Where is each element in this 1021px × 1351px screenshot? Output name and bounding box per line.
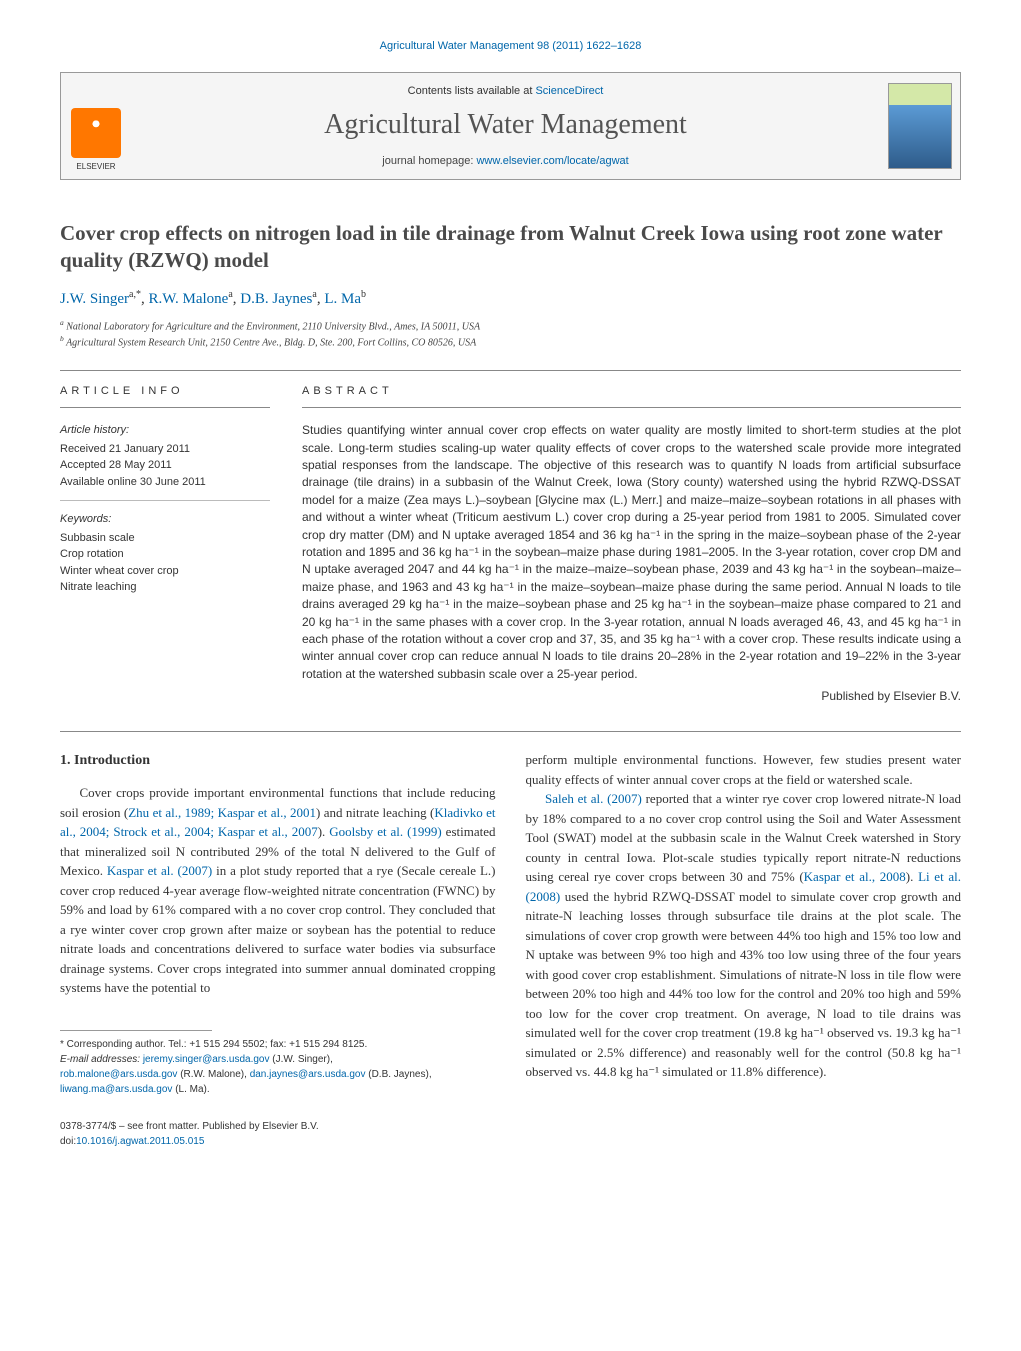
cover-image-icon: [888, 83, 952, 169]
column-right: perform multiple environmental functions…: [526, 750, 962, 1149]
email-link[interactable]: jeremy.singer@ars.usda.gov: [143, 1054, 270, 1065]
journal-title: Agricultural Water Management: [143, 109, 868, 141]
issn-line: 0378-3774/$ – see front matter. Publishe…: [60, 1119, 496, 1134]
keyword: Nitrate leaching: [60, 579, 270, 596]
footnote-separator: [60, 1030, 212, 1031]
accepted-date: Accepted 28 May 2011: [60, 457, 270, 474]
keyword: Crop rotation: [60, 546, 270, 563]
affiliations: a National Laboratory for Agriculture an…: [60, 318, 961, 351]
email-link[interactable]: liwang.ma@ars.usda.gov: [60, 1084, 172, 1095]
body-two-column: 1. Introduction Cover crops provide impo…: [60, 750, 961, 1149]
citation-link[interactable]: Kaspar et al. (2007): [107, 863, 212, 878]
article-info-sidebar: article info Article history: Received 2…: [60, 385, 270, 703]
citation-link[interactable]: Kaspar et al., 2008: [804, 869, 906, 884]
homepage-line: journal homepage: www.elsevier.com/locat…: [143, 155, 868, 167]
abstract-text: Studies quantifying winter annual cover …: [302, 422, 961, 683]
journal-masthead: ELSEVIER Contents lists available at Sci…: [60, 72, 961, 180]
section-heading: 1. Introduction: [60, 750, 496, 771]
contents-available-line: Contents lists available at ScienceDirec…: [143, 85, 868, 97]
divider: [60, 731, 961, 732]
publisher-label: ELSEVIER: [76, 162, 115, 171]
author-list: J.W. Singera,*, R.W. Malonea, D.B. Jayne…: [60, 289, 961, 308]
doi-line: doi:10.1016/j.agwat.2011.05.015: [60, 1134, 496, 1149]
sciencedirect-link[interactable]: ScienceDirect: [535, 85, 603, 97]
email-label: E-mail addresses:: [60, 1054, 143, 1065]
author-affil-sup: a: [228, 289, 232, 300]
affiliation-a: a National Laboratory for Agriculture an…: [60, 318, 961, 334]
publisher-logo: ELSEVIER: [61, 73, 131, 179]
author-malone[interactable]: R.W. Malone: [148, 291, 228, 307]
body-paragraph: Saleh et al. (2007) reported that a wint…: [526, 789, 962, 1082]
body-paragraph: perform multiple environmental functions…: [526, 750, 962, 789]
corresponding-author: * Corresponding author. Tel.: +1 515 294…: [60, 1037, 496, 1052]
email-link[interactable]: dan.jaynes@ars.usda.gov: [250, 1069, 366, 1080]
abstract-block: abstract Studies quantifying winter annu…: [302, 385, 961, 703]
divider: [302, 407, 961, 408]
citation-link[interactable]: Saleh et al. (2007): [545, 791, 642, 806]
author-singer[interactable]: J.W. Singer: [60, 291, 129, 307]
author-affil-sup: a,*: [129, 289, 141, 300]
article-title: Cover crop effects on nitrogen load in t…: [60, 220, 961, 275]
author-jaynes[interactable]: D.B. Jaynes: [240, 291, 312, 307]
journal-cover-thumb: [880, 73, 960, 179]
section-title: Introduction: [74, 753, 150, 768]
keywords-label: Keywords:: [60, 511, 270, 528]
section-number: 1.: [60, 753, 71, 768]
affiliation-b: b Agricultural System Research Unit, 215…: [60, 334, 961, 350]
author-ma[interactable]: L. Ma: [324, 291, 361, 307]
email-link[interactable]: rob.malone@ars.usda.gov: [60, 1069, 177, 1080]
abstract-publisher: Published by Elsevier B.V.: [302, 689, 961, 703]
contents-prefix: Contents lists available at: [408, 85, 536, 97]
author-affil-sup: b: [361, 289, 366, 300]
journal-meta-footer: 0378-3774/$ – see front matter. Publishe…: [60, 1119, 496, 1149]
keyword: Subbasin scale: [60, 530, 270, 547]
history-label: Article history:: [60, 422, 270, 439]
received-date: Received 21 January 2011: [60, 441, 270, 458]
homepage-link[interactable]: www.elsevier.com/locate/agwat: [476, 155, 628, 167]
divider: [60, 407, 270, 408]
column-left: 1. Introduction Cover crops provide impo…: [60, 750, 496, 1149]
footnotes: * Corresponding author. Tel.: +1 515 294…: [60, 1037, 496, 1097]
keyword: Winter wheat cover crop: [60, 563, 270, 580]
elsevier-tree-icon: [71, 108, 121, 158]
author-affil-sup: a: [312, 289, 316, 300]
citation-link[interactable]: Goolsby et al. (1999): [329, 824, 442, 839]
abstract-heading: abstract: [302, 385, 961, 397]
email-addresses: E-mail addresses: jeremy.singer@ars.usda…: [60, 1052, 496, 1097]
divider: [60, 370, 961, 371]
homepage-prefix: journal homepage:: [382, 155, 476, 167]
online-date: Available online 30 June 2011: [60, 474, 270, 491]
running-header: Agricultural Water Management 98 (2011) …: [60, 40, 961, 52]
doi-link[interactable]: 10.1016/j.agwat.2011.05.015: [76, 1136, 204, 1147]
article-info-heading: article info: [60, 385, 270, 397]
body-paragraph: Cover crops provide important environmen…: [60, 783, 496, 998]
citation-link[interactable]: Zhu et al., 1989; Kaspar et al., 2001: [128, 805, 316, 820]
